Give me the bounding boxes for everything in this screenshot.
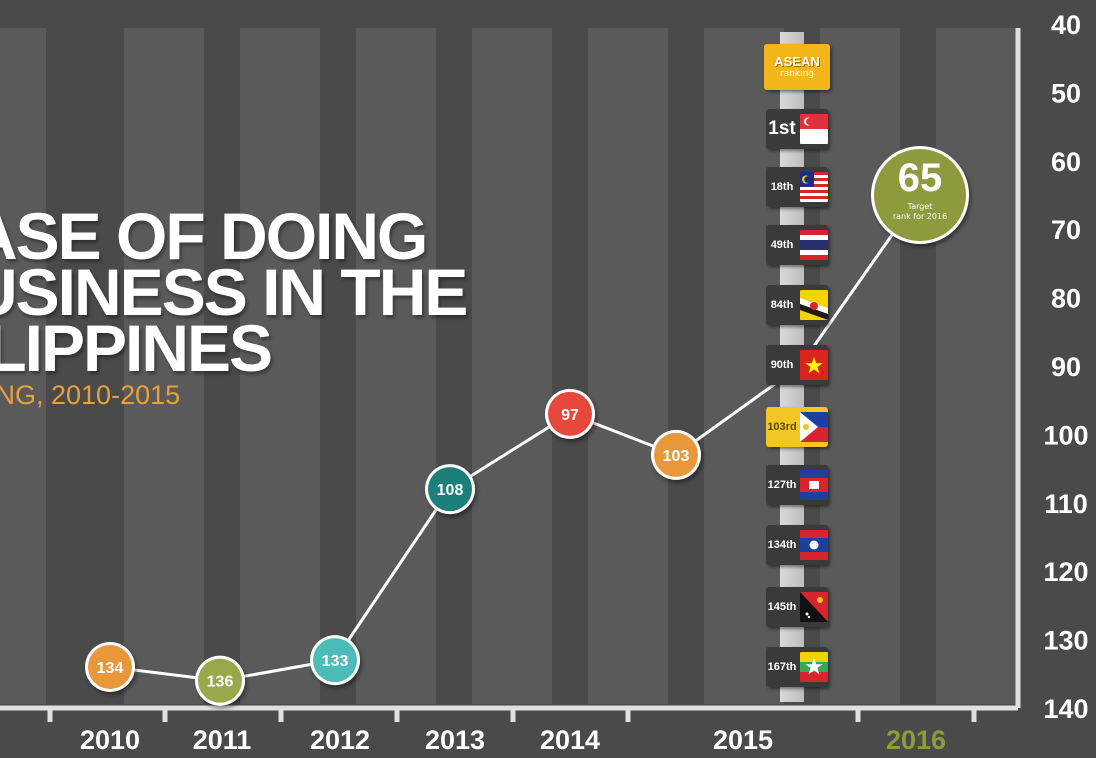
- y-tick-label: 130: [1043, 626, 1088, 656]
- papua-new-guinea-flag-icon: [800, 592, 828, 622]
- asean-rank-cambodia: 127th: [766, 465, 828, 505]
- malaysia-flag-icon: [800, 172, 828, 202]
- laos-flag-icon: [800, 530, 828, 560]
- rank-label: 134th: [767, 539, 797, 551]
- x-tick-label: 2013: [425, 725, 485, 755]
- column-stripe: [588, 28, 668, 704]
- myanmar-flag-icon: [800, 652, 828, 682]
- point-label: 108: [437, 482, 464, 499]
- column-stripe: [240, 28, 320, 704]
- asean-subtitle: ranking: [779, 68, 815, 79]
- chart-subtitle: KING, 2010-2015: [0, 380, 181, 410]
- column-stripes: [0, 28, 1016, 704]
- rank-label: 49th: [770, 239, 794, 251]
- point-label: 65: [898, 156, 943, 200]
- asean-rank-philippines: 103rd: [766, 407, 828, 447]
- rank-label: 84th: [770, 299, 794, 311]
- column-stripe: [124, 28, 204, 704]
- asean-ranking-header: ASEAN ranking: [764, 44, 830, 90]
- data-point: [545, 388, 595, 439]
- column-stripe: [936, 28, 1016, 704]
- y-tick-label: 100: [1043, 420, 1088, 450]
- rank-label: 167th: [767, 661, 797, 673]
- singapore-flag-icon: [800, 114, 828, 144]
- point-label: 97: [561, 407, 579, 424]
- rank-label: 145th: [767, 601, 797, 613]
- target-note-line: rank for 2016: [893, 212, 947, 221]
- data-point: [651, 429, 701, 480]
- column-stripe: [820, 28, 900, 704]
- title-line-2: USINESS IN THE: [0, 255, 468, 329]
- y-tick-label: 70: [1051, 215, 1081, 245]
- vietnam-flag-icon: [800, 350, 828, 380]
- asean-rank-singapore: 1st: [766, 109, 828, 149]
- rank-label: 90th: [770, 359, 794, 371]
- asean-title: ASEAN: [774, 53, 820, 69]
- data-point: [425, 464, 475, 515]
- point-label: 133: [322, 653, 349, 670]
- x-tick-label: 2016: [886, 725, 946, 755]
- column-stripe: [472, 28, 552, 704]
- x-tick-label: 2012: [310, 725, 370, 755]
- asean-rank-laos: 134th: [766, 525, 828, 565]
- x-axis: 2010 2011 2012 2013 2014 2015 2016: [0, 705, 1018, 755]
- y-tick-label: 120: [1043, 557, 1088, 587]
- y-tick-label: 60: [1051, 147, 1081, 177]
- rank-label: 103rd: [767, 421, 797, 433]
- philippines-flag-icon: [800, 412, 828, 442]
- asean-rank-myanmar: 167th: [766, 647, 828, 687]
- data-point: [85, 641, 135, 692]
- brunei-flag-icon: [800, 290, 828, 320]
- y-tick-label: 90: [1051, 352, 1081, 382]
- point-label: 134: [97, 660, 124, 677]
- asean-rank-brunei: 84th: [766, 285, 828, 325]
- column-stripe: [0, 28, 46, 704]
- title-line-3: ILIPPINES: [0, 311, 273, 385]
- y-tick-label: 40: [1051, 10, 1081, 40]
- rank-label: 1st: [768, 118, 796, 139]
- x-tick-label: 2010: [80, 725, 140, 755]
- y-tick-label: 80: [1051, 284, 1081, 314]
- title-line-1: ASE OF DOING: [0, 199, 428, 273]
- x-tick-label: 2015: [713, 725, 773, 755]
- data-point: [195, 655, 245, 706]
- column-stripe: [356, 28, 436, 704]
- asean-rank-malaysia: 18th: [766, 167, 828, 207]
- rank-label: 18th: [770, 181, 794, 193]
- asean-rank-papua-new-guinea: 145th: [766, 587, 828, 627]
- y-tick-label: 110: [1044, 489, 1088, 519]
- asean-rank-vietnam: 90th: [766, 345, 828, 385]
- chart-title: ASE OF DOING USINESS IN THE ILIPPINES KI…: [0, 199, 468, 411]
- data-point: [310, 635, 360, 686]
- thailand-flag-icon: [800, 230, 828, 260]
- cambodia-flag-icon: [800, 470, 828, 500]
- target-point: [871, 146, 969, 244]
- target-note-line: Target: [907, 202, 933, 211]
- asean-rank-thailand: 49th: [766, 225, 828, 265]
- x-tick-label: 2014: [540, 725, 600, 755]
- rank-label: 127th: [767, 479, 797, 491]
- y-tick-label: 140: [1043, 694, 1088, 724]
- y-tick-label: 50: [1051, 78, 1081, 108]
- point-label: 136: [207, 674, 234, 691]
- x-tick-label: 2011: [193, 725, 252, 755]
- y-axis: 40 50 60 70 80 90 100 110 120 130 140: [1015, 10, 1089, 724]
- point-label: 103: [663, 448, 690, 465]
